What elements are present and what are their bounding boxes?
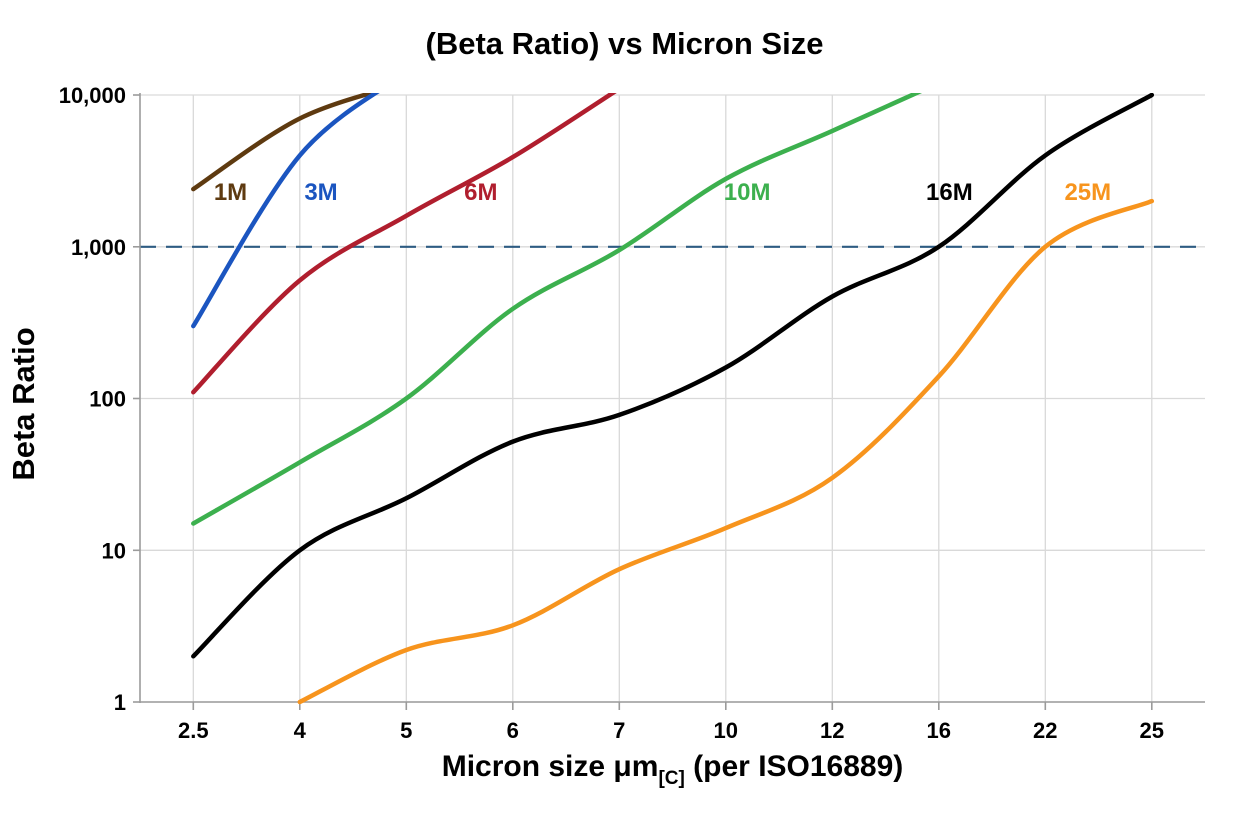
y-tick-label: 1 xyxy=(114,690,126,715)
y-tick-label: 100 xyxy=(89,387,126,412)
x-tick-label: 12 xyxy=(820,718,844,743)
x-tick-label: 16 xyxy=(927,718,951,743)
x-axis-title-main: Micron size μm xyxy=(441,750,659,783)
x-tick-label: 6 xyxy=(507,718,519,743)
y-tick-label: 10,000 xyxy=(59,83,126,108)
series-label-10M: 10M xyxy=(724,179,771,206)
x-axis-title-subscript: [C] xyxy=(658,768,685,789)
series-label-6M: 6M xyxy=(464,179,497,206)
x-tick-label: 5 xyxy=(400,718,412,743)
series-curve-3M xyxy=(191,93,380,329)
x-tick-label: 7 xyxy=(613,718,625,743)
y-tick-label: 10 xyxy=(102,538,126,563)
y-axis-title: Beta Ratio xyxy=(6,327,41,481)
series-label-25M: 25M xyxy=(1064,179,1111,206)
x-tick-label: 10 xyxy=(714,718,738,743)
x-tick-label: 4 xyxy=(294,718,307,743)
series-label-1M: 1M xyxy=(214,179,247,206)
x-tick-label: 25 xyxy=(1140,718,1164,743)
y-tick-label: 1,000 xyxy=(71,235,126,260)
series-label-3M: 3M xyxy=(304,179,337,206)
x-tick-label: 22 xyxy=(1033,718,1057,743)
x-axis-title-tail: (per ISO16889) xyxy=(684,750,904,783)
chart-title: (Beta Ratio) vs Micron Size xyxy=(425,26,824,61)
series-curve-25M xyxy=(297,198,1155,705)
series-curve-1M xyxy=(191,93,380,192)
series-curve-10M xyxy=(191,93,923,526)
x-axis-title: Micron size μm[C] (per ISO16889) xyxy=(140,750,1205,790)
x-tick-label: 2.5 xyxy=(178,718,209,743)
series-label-16M: 16M xyxy=(926,179,973,206)
series-curve-16M xyxy=(191,93,1155,659)
series-curve-6M xyxy=(191,93,617,395)
